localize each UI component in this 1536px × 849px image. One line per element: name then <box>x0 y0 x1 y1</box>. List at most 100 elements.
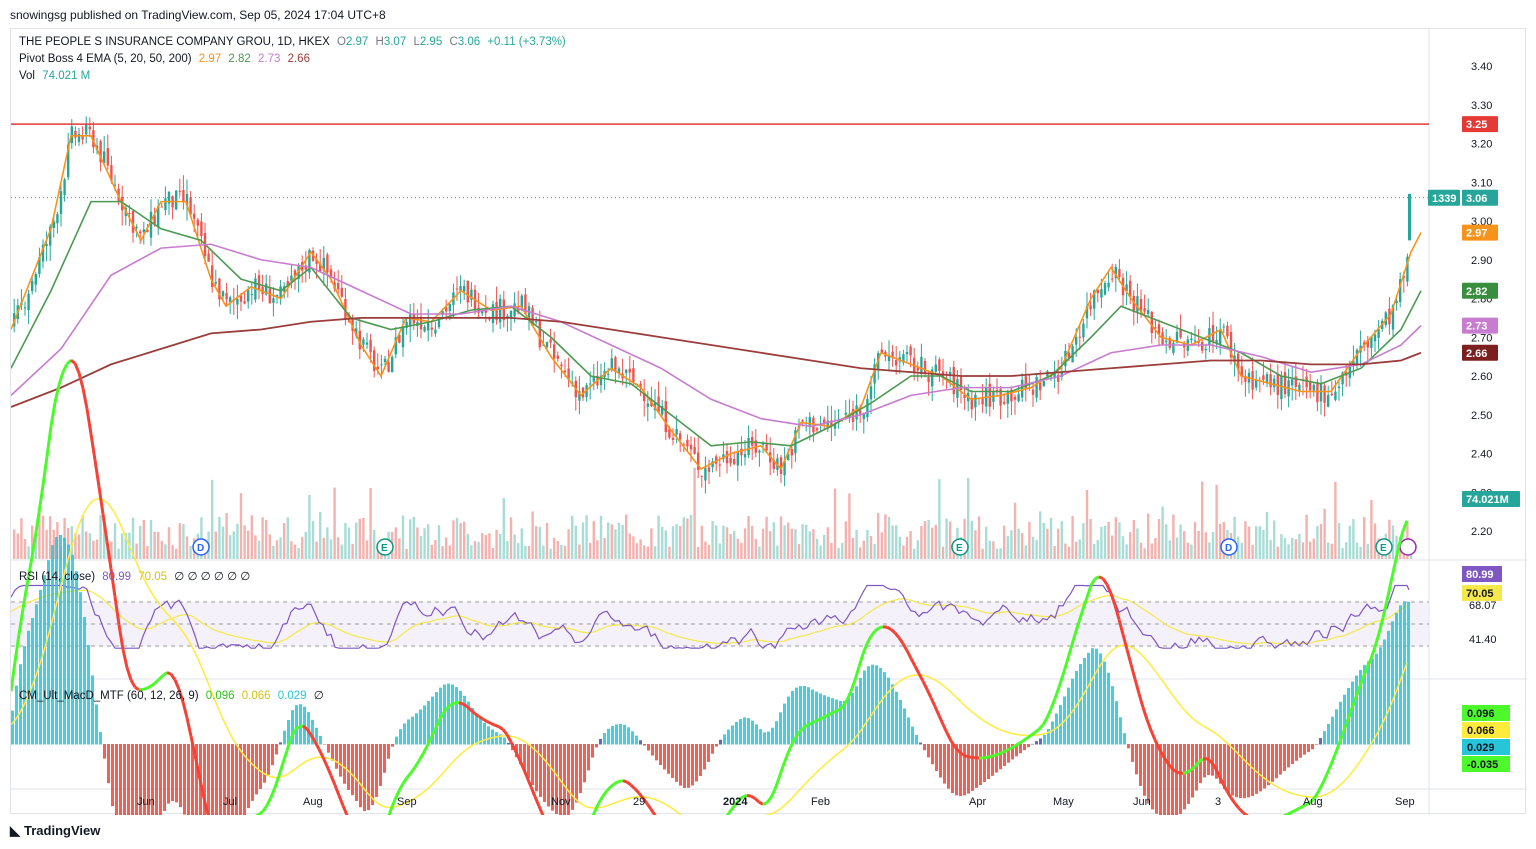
candle-body <box>949 371 952 375</box>
macd-line-segment <box>185 717 193 737</box>
event-marker-icon[interactable] <box>1375 538 1393 556</box>
rsi-ma-value: 70.05 <box>138 571 168 583</box>
macd-badge <box>1462 756 1510 772</box>
candle-body <box>675 428 678 435</box>
volume-bar <box>495 529 498 559</box>
volume-bar <box>887 516 891 559</box>
macd-histogram-bar <box>991 744 994 776</box>
macd-line-segment <box>85 408 93 435</box>
volume-bar <box>139 525 142 559</box>
volume-bar <box>1237 536 1240 559</box>
macd-histogram-bar <box>487 726 490 745</box>
chart-frame[interactable]: 3.40 3.30 3.20 3.10 3.00 2.90 2.80 2.70 2.60 2.50… <box>10 28 1527 815</box>
macd-line-segment <box>462 702 468 708</box>
macd-histogram-bar <box>1363 665 1366 745</box>
candle-body <box>851 408 855 423</box>
candle-body <box>1391 304 1395 330</box>
macd-histogram-bar <box>291 710 294 745</box>
macd-legend: CM_Ult_MacD_MTF (60, 12, 26, 9) 0.096 0.… <box>19 688 328 702</box>
candle-body <box>743 454 747 458</box>
macd-line-segment <box>13 634 21 663</box>
tradingview-logo[interactable]: ◣ TradingView <box>10 823 101 838</box>
macd-badge-label: 0.096 <box>1467 708 1495 720</box>
volume-bar <box>218 516 221 559</box>
event-marker-icon[interactable] <box>376 538 394 556</box>
time-axis-label: 2024 <box>723 796 748 808</box>
volume-bar <box>733 530 736 559</box>
macd-line-segment <box>1302 802 1308 808</box>
candle-body <box>1031 389 1035 395</box>
macd-histogram-bar <box>1243 744 1246 799</box>
candle-body <box>1244 376 1247 382</box>
candle-body <box>923 360 927 374</box>
macd-line-segment <box>1225 790 1233 799</box>
macd-line-segment <box>591 810 597 815</box>
event-marker-icon[interactable] <box>951 538 969 556</box>
candle-body <box>1283 372 1287 395</box>
macd-line-segment <box>1385 581 1393 601</box>
volume-bar <box>1093 543 1096 559</box>
candle-body <box>1125 284 1128 292</box>
macd-histogram-bar <box>1191 744 1194 798</box>
volume-bar <box>41 515 45 559</box>
volume-bar <box>686 518 689 559</box>
candle-body <box>1111 278 1114 280</box>
volume-bar <box>704 541 707 559</box>
macd-histogram-bar <box>1307 744 1310 752</box>
macd-histogram-bar <box>1091 648 1094 745</box>
volume-bar <box>473 541 477 559</box>
volume-bar <box>560 544 563 559</box>
event-marker-icon[interactable] <box>1220 538 1238 556</box>
candle-body <box>707 467 711 472</box>
candle-body <box>445 307 448 312</box>
macd-badge <box>1462 739 1510 755</box>
macd-histogram-bar <box>367 744 370 811</box>
macd-line-segment <box>601 789 609 797</box>
macd-line-segment <box>629 783 637 790</box>
volume-bar <box>81 515 84 559</box>
macd-histogram-bar <box>347 744 350 790</box>
macd-histogram-bar <box>579 744 582 794</box>
macd-histogram-bar <box>1395 612 1398 745</box>
candle-body <box>740 448 743 456</box>
candle-body <box>632 368 635 383</box>
macd-histogram-bar <box>327 744 330 753</box>
macd-line-segment <box>874 626 880 633</box>
macd-histogram-bar <box>1107 672 1110 745</box>
candle-body <box>49 226 52 246</box>
candle-body <box>250 294 253 296</box>
lightning-icon[interactable] <box>1399 538 1417 556</box>
candle-body <box>1327 395 1330 407</box>
macd-histogram-bar <box>619 723 622 745</box>
macd-histogram-bar <box>599 739 602 745</box>
volume-bar <box>628 533 631 559</box>
volume-bar <box>1161 506 1164 559</box>
event-marker-icon[interactable] <box>192 538 210 556</box>
macd-histogram-bar <box>259 744 262 789</box>
macd-histogram-bar <box>91 675 94 745</box>
candle-body <box>265 283 268 295</box>
macd-histogram-bar <box>1043 734 1046 745</box>
candle-body <box>578 391 581 401</box>
macd-histogram-bar <box>915 734 918 745</box>
volume-bar <box>1341 548 1344 559</box>
volume-bar <box>740 542 743 559</box>
macd-histogram-bar <box>143 744 146 815</box>
volume-bar <box>355 522 358 559</box>
macd-histogram-bar <box>1159 744 1162 815</box>
candle-body <box>1157 324 1161 336</box>
macd-line-segment <box>1157 747 1165 757</box>
macd-histogram-bar <box>387 744 390 759</box>
candle-body <box>999 388 1002 406</box>
candle-body <box>502 299 505 321</box>
volume-bar <box>844 521 847 559</box>
macd-histogram-bar <box>1103 661 1106 745</box>
volume-bar <box>229 535 232 559</box>
candle-body <box>423 326 426 332</box>
volume-bar <box>815 538 819 559</box>
volume-bar <box>1136 528 1139 559</box>
macd-line-segment <box>494 723 500 729</box>
volume-bar <box>405 548 408 559</box>
rsi-ma-line <box>11 589 1408 645</box>
chart-canvas[interactable]: 3.403.303.203.103.002.902.802.702.602.50… <box>11 29 1527 815</box>
